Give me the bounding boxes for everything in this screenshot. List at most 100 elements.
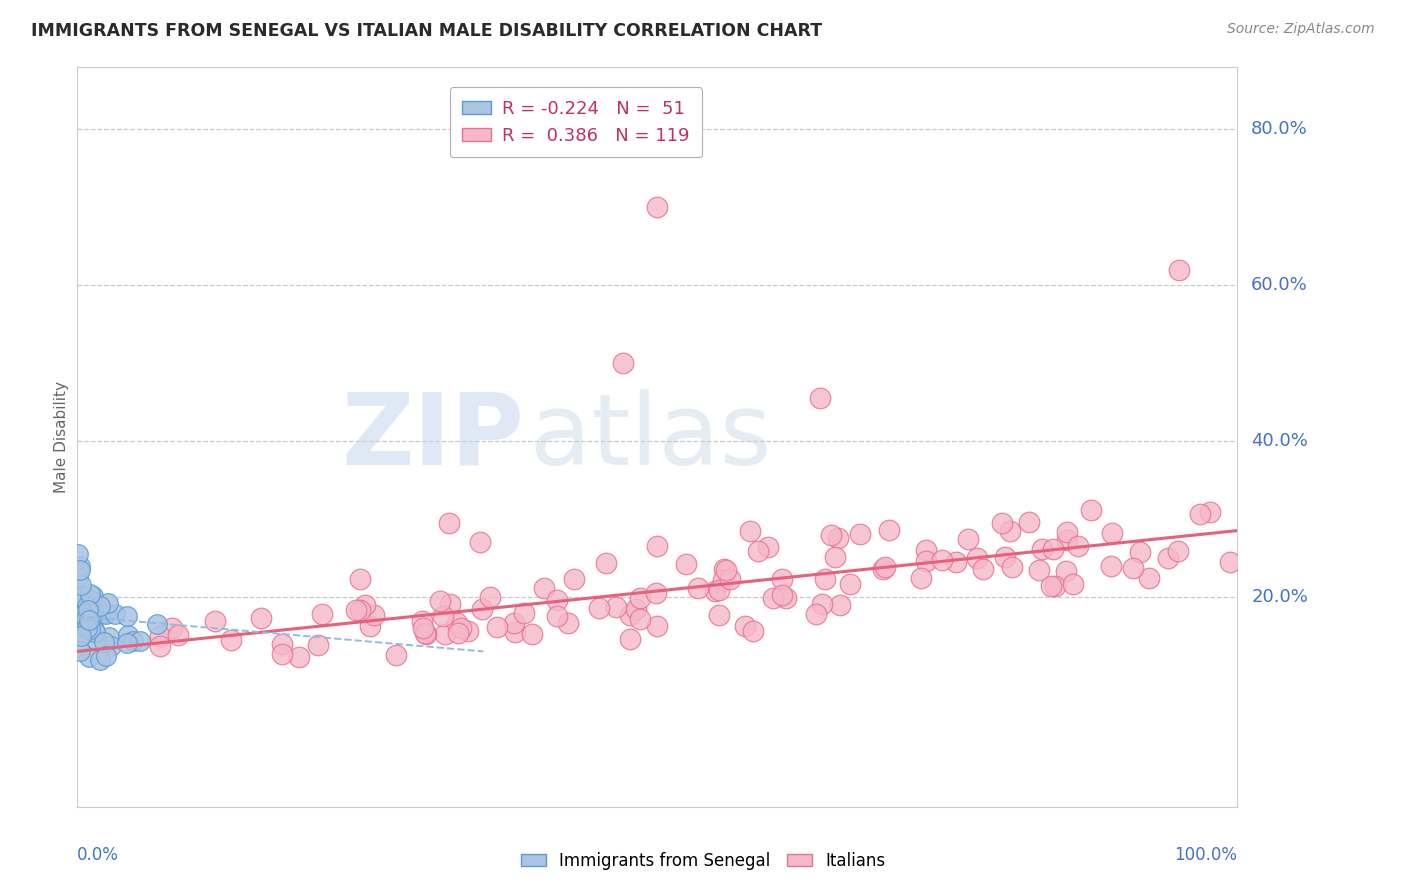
Point [250, 611, 273, 625]
Point [79, 617, 101, 632]
Point [439, 597, 461, 611]
Point [146, 616, 169, 631]
Point [557, 616, 579, 631]
Legend: R = -0.224   N =  51, R =  0.386   N = 119: R = -0.224 N = 51, R = 0.386 N = 119 [450, 87, 703, 157]
Point [115, 609, 138, 624]
Point [67, 615, 90, 629]
Point [72, 590, 94, 604]
Point [1188, 507, 1211, 521]
Point [75, 611, 97, 625]
Point [67, 547, 90, 561]
Point [713, 562, 735, 576]
Point [76, 597, 98, 611]
Point [770, 572, 793, 586]
Point [271, 647, 294, 661]
Point [122, 633, 145, 648]
Point [612, 356, 634, 370]
Point [79, 592, 101, 607]
Point [1167, 544, 1189, 558]
Text: 80.0%: 80.0% [1251, 120, 1308, 138]
Point [359, 619, 381, 633]
Point [624, 601, 647, 615]
Point [1122, 560, 1144, 574]
Point [76, 619, 98, 633]
Point [66, 614, 89, 628]
Point [562, 573, 585, 587]
Point [97, 631, 120, 645]
Point [994, 549, 1017, 564]
Point [873, 559, 896, 574]
Text: atlas: atlas [530, 389, 772, 485]
Point [1080, 503, 1102, 517]
Point [67, 570, 90, 584]
Point [820, 527, 842, 541]
Point [94, 649, 117, 664]
Point [353, 598, 375, 612]
Point [877, 523, 900, 537]
Point [79, 601, 101, 615]
Point [747, 543, 769, 558]
Point [166, 628, 188, 642]
Point [76, 599, 98, 614]
Point [89, 599, 111, 614]
Point [734, 619, 756, 633]
Point [270, 637, 292, 651]
Point [75, 615, 97, 630]
Point [384, 648, 406, 663]
Point [70, 629, 93, 643]
Point [437, 516, 460, 530]
Point [89, 653, 111, 667]
Text: 100.0%: 100.0% [1174, 847, 1237, 864]
Text: 40.0%: 40.0% [1251, 432, 1308, 450]
Point [502, 616, 524, 631]
Point [149, 629, 172, 643]
Point [311, 607, 333, 622]
Point [1101, 525, 1123, 540]
Point [457, 624, 479, 639]
Point [344, 603, 367, 617]
Point [79, 622, 101, 636]
Point [93, 606, 115, 620]
Point [762, 591, 785, 605]
Point [707, 582, 730, 597]
Point [605, 599, 627, 614]
Point [432, 608, 454, 623]
Point [69, 563, 91, 577]
Point [80, 612, 103, 626]
Point [827, 532, 849, 546]
Point [1042, 541, 1064, 556]
Point [716, 563, 738, 577]
Point [756, 540, 779, 554]
Point [1067, 539, 1090, 553]
Point [415, 627, 437, 641]
Point [77, 613, 100, 627]
Point [72, 625, 94, 640]
Point [82, 589, 104, 603]
Point [1056, 533, 1078, 548]
Point [447, 626, 470, 640]
Point [73, 618, 96, 632]
Y-axis label: Male Disability: Male Disability [53, 381, 69, 493]
Point [1062, 577, 1084, 591]
Point [645, 539, 668, 553]
Point [808, 391, 831, 405]
Point [872, 562, 894, 576]
Point [413, 626, 436, 640]
Point [703, 583, 725, 598]
Text: 20.0%: 20.0% [1251, 588, 1308, 606]
Point [76, 621, 98, 635]
Point [814, 572, 837, 586]
Point [82, 605, 104, 619]
Point [741, 624, 763, 639]
Point [828, 598, 851, 612]
Point [104, 607, 127, 622]
Point [411, 615, 433, 629]
Point [412, 621, 434, 635]
Point [1157, 550, 1180, 565]
Point [945, 555, 967, 569]
Point [450, 621, 472, 635]
Point [69, 644, 91, 658]
Point [470, 535, 492, 549]
Point [1045, 579, 1067, 593]
Point [83, 622, 105, 636]
